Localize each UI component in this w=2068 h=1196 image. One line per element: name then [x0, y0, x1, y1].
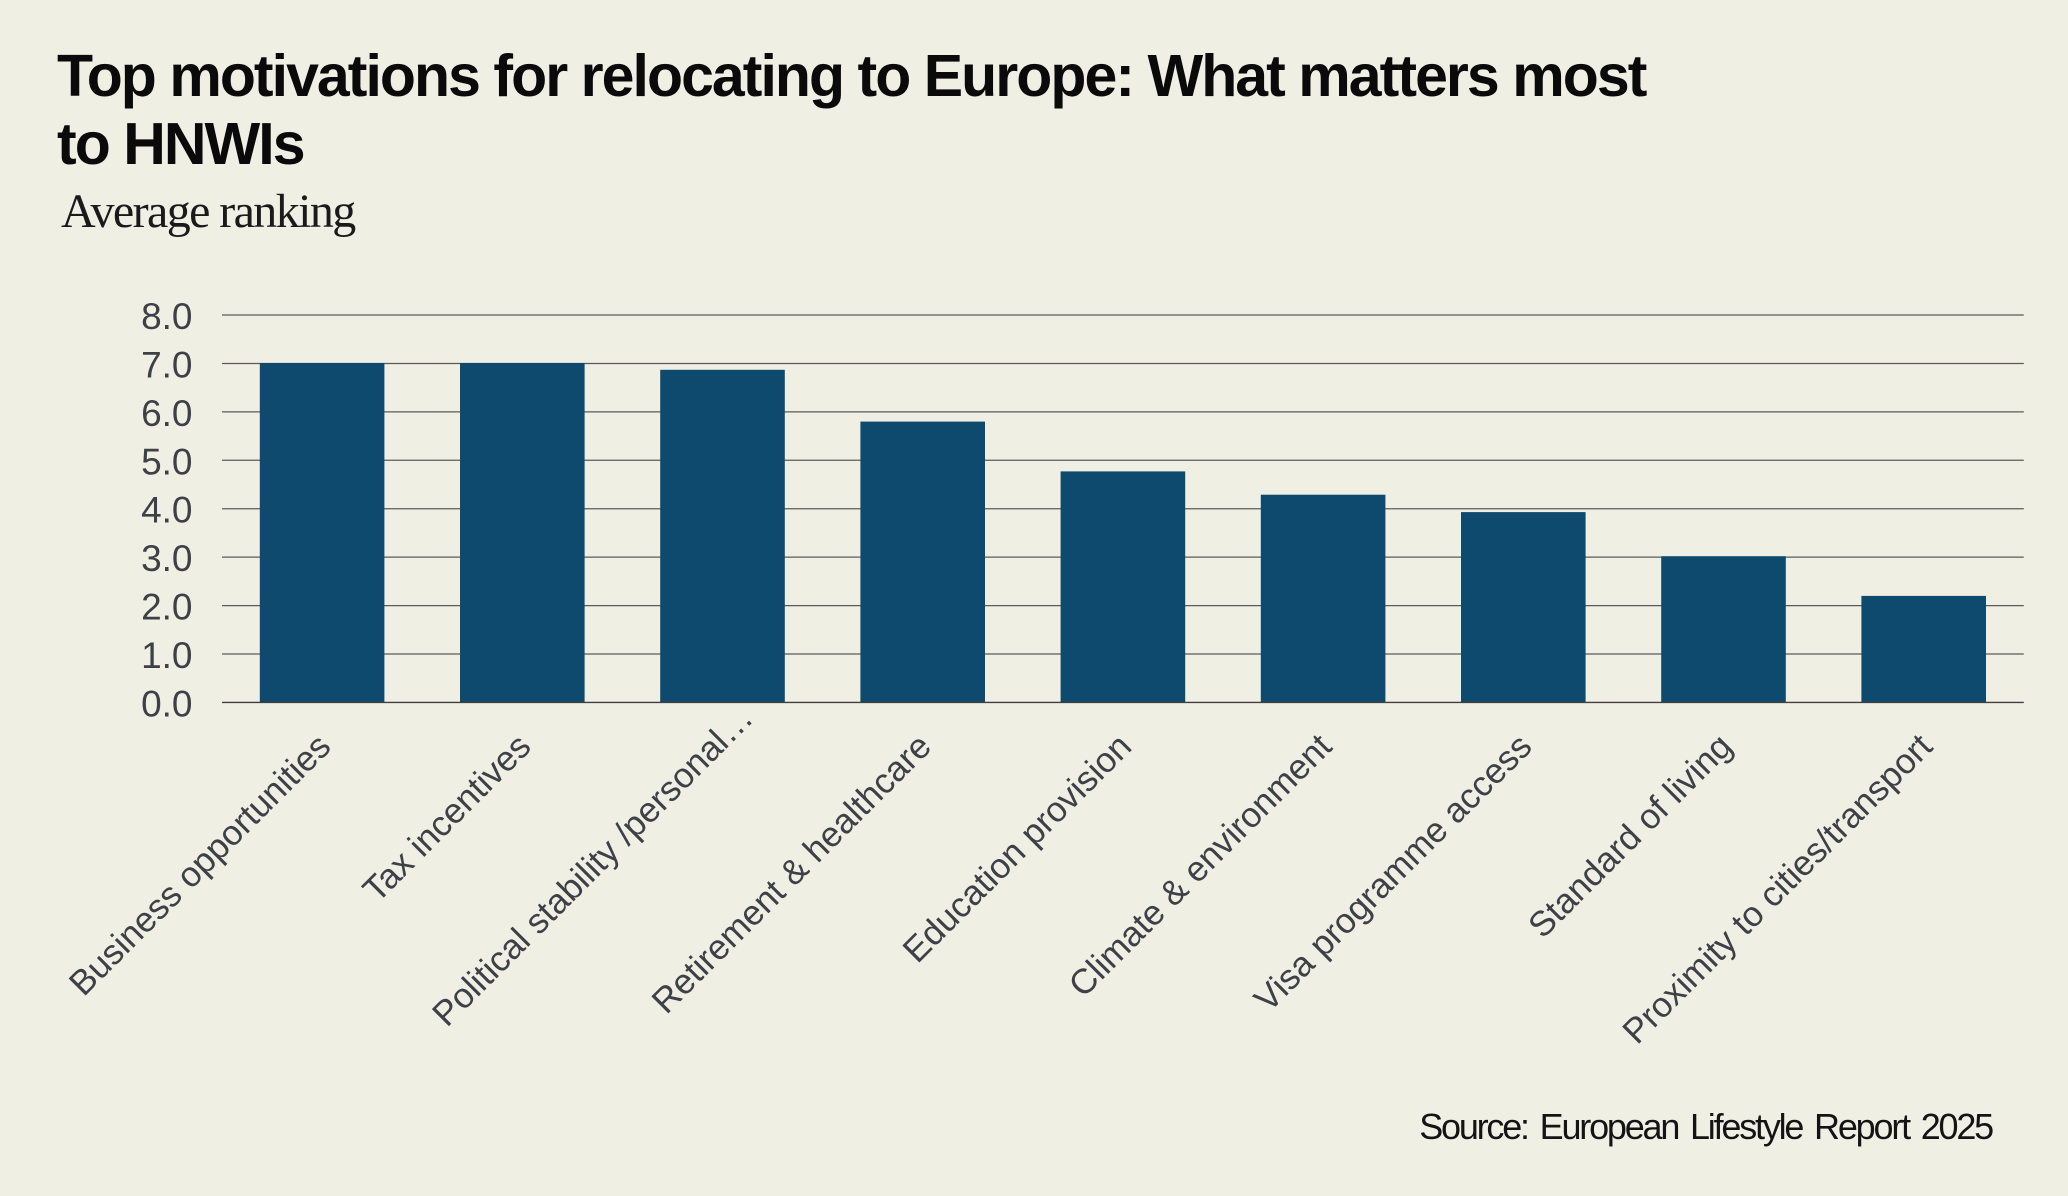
- svg-text:Tax incentives: Tax incentives: [355, 727, 538, 910]
- svg-text:Standard of living: Standard of living: [1521, 727, 1740, 946]
- svg-text:Business opportunities: Business opportunities: [62, 727, 339, 1004]
- svg-text:5.0: 5.0: [141, 441, 192, 482]
- svg-text:4.0: 4.0: [141, 490, 192, 531]
- svg-text:Political stability /personal…: Political stability /personal…: [425, 698, 761, 1034]
- svg-text:Education provision: Education provision: [895, 727, 1139, 971]
- svg-text:7.0: 7.0: [141, 345, 192, 386]
- svg-text:8.0: 8.0: [141, 296, 192, 337]
- svg-text:1.0: 1.0: [141, 635, 192, 676]
- svg-text:3.0: 3.0: [141, 538, 192, 579]
- svg-text:0.0: 0.0: [141, 683, 192, 724]
- svg-text:6.0: 6.0: [141, 393, 192, 434]
- svg-text:2.0: 2.0: [141, 587, 192, 628]
